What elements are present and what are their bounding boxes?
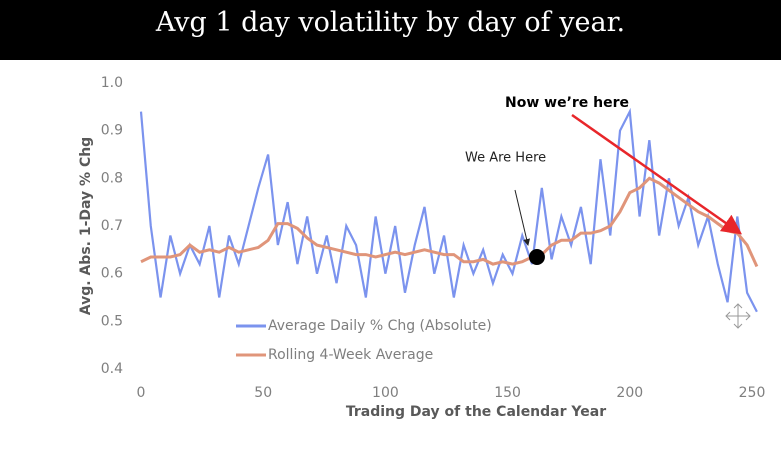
x-tick-label: 0 [137,385,146,401]
annotation: Now we’re here [505,95,629,111]
x-tick-label: 50 [254,385,272,401]
x-tick-label: 200 [616,385,643,401]
y-tick-label: 0.7 [101,218,123,234]
y-tick-label: 0.4 [101,361,123,377]
y-tick-label: 0.8 [101,170,123,186]
x-tick-label: 100 [372,385,399,401]
y-tick-label: 0.9 [101,123,123,139]
y-tick-label: 1.0 [101,75,123,91]
chart-title: Avg 1 day volatility by day of year. [0,0,781,60]
y-axis-label: Avg. Abs. 1-Day % Chg [78,137,94,315]
annotation-arrow [514,189,531,246]
legend-label: Average Daily % Chg (Absolute) [268,318,492,334]
annotation-arrow [571,113,743,235]
move-icon [725,303,751,329]
y-tick-label: 0.6 [101,266,123,282]
x-axis-label: Trading Day of the Calendar Year [346,404,606,420]
x-tick-label: 250 [739,385,766,401]
series-line [140,176,759,268]
marker-point [528,248,545,265]
series-line [139,107,758,313]
y-tick-label: 0.5 [101,313,123,329]
annotation: We Are Here [465,151,546,166]
x-tick-label: 150 [494,385,521,401]
legend-label: Rolling 4-Week Average [268,347,433,363]
chart: Trading Day of the Calendar Year Avg. Ab… [0,60,781,467]
